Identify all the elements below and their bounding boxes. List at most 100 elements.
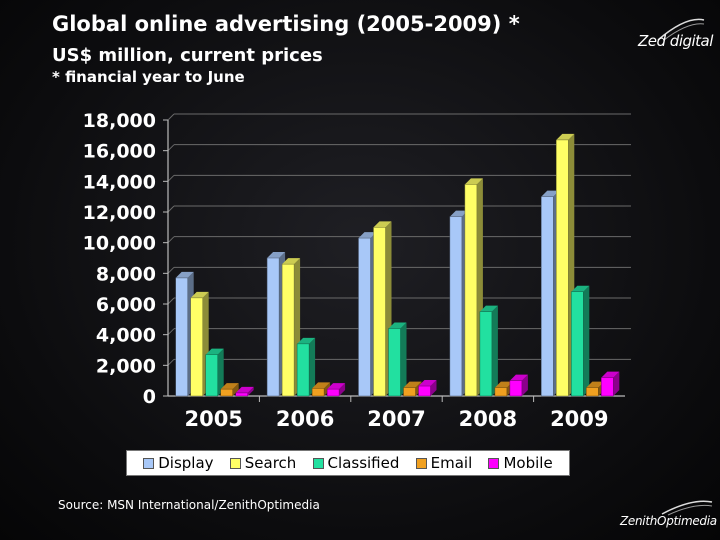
bar-top (297, 337, 316, 344)
bar-email-2009 (586, 387, 599, 397)
legend-item-search: Search (229, 454, 297, 472)
chart-note: * financial year to June (52, 68, 245, 86)
legend-item-display: Display (143, 454, 214, 472)
legend-swatch-classified (312, 457, 324, 469)
bar-classified-2008 (479, 311, 493, 397)
legend-label-search: Search (244, 454, 297, 472)
y-tick-label: 16,000 (83, 141, 156, 163)
bar-top (220, 383, 239, 390)
bar-search-2006 (281, 263, 295, 397)
bar-top (282, 258, 301, 265)
bar-mobile-2009 (601, 377, 614, 397)
bar-search-2007 (373, 227, 386, 397)
zenithoptimedia-logo: ZenithOptimedia (612, 500, 717, 536)
gridline-side (167, 358, 175, 366)
y-tick-label: 0 (143, 386, 156, 408)
bar-display-2009 (541, 196, 554, 397)
zenithoptimedia-logo-text: ZenithOptimedia (620, 514, 717, 528)
bar-top (205, 348, 224, 355)
legend-item-classified: Classified (312, 454, 399, 472)
x-tick-label: 2009 (550, 407, 608, 431)
x-tick-label: 2007 (367, 407, 425, 431)
bar-mobile-2008 (509, 380, 523, 397)
legend-item-email: Email (415, 454, 473, 472)
bar-classified-2009 (571, 291, 584, 397)
legend-swatch-search (229, 457, 241, 469)
bar-search-2009 (556, 139, 569, 397)
gridline-side (167, 205, 175, 213)
bar-side (217, 348, 224, 396)
zed-digital-logo-text: Zed digital (638, 32, 713, 50)
gridline-side (167, 328, 175, 336)
gridline-side (167, 113, 175, 121)
x-tick-label: 2008 (459, 407, 517, 431)
bar-classified-2006 (296, 343, 310, 397)
chart-labels: 0 2,000 4,000 6,000 8,000 10,000 12,000 14,000 1… (83, 110, 609, 431)
legend-label-email: Email (430, 454, 473, 472)
zed-digital-logo: Zed digital (628, 18, 713, 58)
bar-side (247, 386, 254, 396)
bar-mobile-2005 (235, 392, 248, 397)
logo-swoosh-icon (661, 500, 713, 516)
bar-top (479, 305, 498, 312)
bar-mobile-2007 (418, 385, 431, 397)
bar-top (449, 210, 468, 217)
bar-display-2005 (175, 277, 188, 397)
bar-top (267, 252, 286, 258)
bar-side (400, 322, 407, 396)
chart-subtitle: US$ million, current prices (52, 45, 323, 66)
bar-top (571, 285, 590, 292)
x-tick-label: 2005 (184, 407, 242, 431)
bar-mobile-2006 (326, 388, 340, 397)
gridline-side (167, 236, 175, 244)
bar-top (373, 221, 392, 228)
bar-side (583, 285, 590, 396)
y-tick-label: 12,000 (83, 202, 156, 224)
chart-title: Global online advertising (2005-2009) * (52, 12, 520, 36)
y-tick-label: 2,000 (96, 355, 156, 377)
bar-top (601, 371, 620, 378)
gridline-side (167, 266, 175, 274)
bar-top (509, 374, 528, 381)
bar-classified-2005 (205, 354, 218, 397)
bar-top (327, 383, 346, 390)
y-tick-label: 6,000 (96, 294, 156, 316)
legend-label-mobile: Mobile (503, 454, 553, 472)
bar-search-2008 (464, 184, 478, 397)
bar-top (190, 291, 209, 298)
bar-search-2005 (190, 297, 203, 397)
bar-display-2006 (266, 257, 280, 397)
bar-display-2007 (358, 237, 371, 397)
bar-classified-2007 (388, 328, 401, 397)
legend-swatch-display (143, 457, 155, 469)
bar-top (556, 133, 575, 140)
bar-top (358, 232, 377, 239)
bar-top (235, 386, 254, 393)
bar-side (309, 337, 316, 396)
y-tick-label: 18,000 (83, 110, 156, 132)
bar-side (613, 371, 620, 396)
legend-label-display: Display (158, 454, 214, 472)
bar-side (521, 374, 528, 396)
bar-side (491, 305, 498, 396)
gridline-side (167, 297, 175, 305)
bar-email-2007 (403, 387, 416, 397)
bar-display-2008 (449, 216, 463, 397)
bar-email-2005 (220, 388, 233, 397)
bar-top (312, 382, 331, 389)
bar-side (339, 383, 346, 396)
bar-top (541, 190, 560, 197)
chart-legend: Display Search Classified Email Mobile (126, 450, 570, 476)
legend-swatch-mobile (488, 457, 500, 469)
gridline-side (167, 174, 175, 182)
logo-swoosh-icon (657, 18, 705, 41)
bar-top (464, 178, 483, 185)
source-note: Source: MSN International/ZenithOptimedi… (58, 498, 320, 512)
y-tick-label: 4,000 (96, 325, 156, 347)
bar-top (175, 271, 194, 278)
bar-top (586, 381, 605, 388)
x-tick-label: 2006 (276, 407, 334, 431)
chart-bars (175, 133, 620, 397)
bar-top (418, 380, 437, 387)
